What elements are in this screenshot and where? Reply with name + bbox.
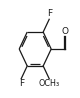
Text: F: F (19, 79, 24, 88)
Text: F: F (47, 9, 52, 18)
Text: O: O (61, 27, 68, 36)
Text: OCH₃: OCH₃ (39, 79, 60, 88)
